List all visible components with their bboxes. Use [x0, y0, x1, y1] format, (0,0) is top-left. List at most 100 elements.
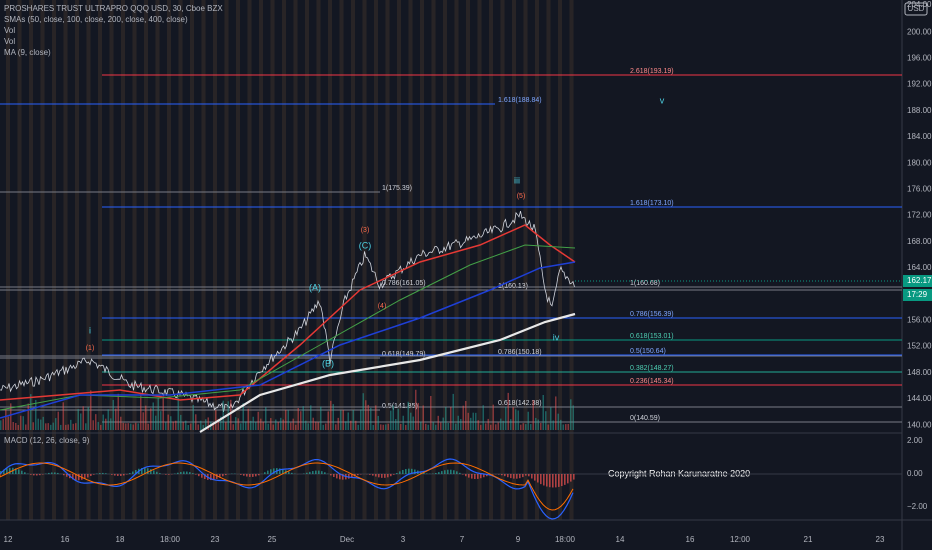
volume-bar: [405, 424, 407, 430]
macd-histogram: [72, 474, 74, 480]
volume-bar: [92, 420, 94, 430]
volume-bar: [235, 417, 237, 430]
volume-bar: [215, 410, 217, 430]
fib-label: 1(175.39): [382, 185, 412, 192]
volume-bar: [545, 411, 547, 430]
macd-histogram: [375, 474, 377, 477]
volume-bar: [85, 423, 87, 430]
volume-bar: [145, 405, 147, 430]
macd-histogram: [189, 472, 191, 474]
session-stripe: [121, 0, 125, 520]
macd-histogram: [540, 474, 542, 485]
volume-bar: [270, 418, 272, 430]
session-stripe: [523, 0, 528, 520]
session-stripe: [132, 0, 137, 520]
volume-bar: [45, 423, 47, 430]
volume-bar: [65, 424, 67, 430]
volume-bar: [512, 407, 514, 430]
volume-bar: [427, 424, 429, 430]
macd-histogram: [552, 474, 554, 488]
time-tick-label: 7: [460, 535, 465, 544]
volume-bar: [540, 422, 542, 430]
volume-bar: [257, 411, 259, 430]
macd-histogram: [456, 471, 458, 474]
session-stripe: [144, 0, 148, 520]
volume-bar: [35, 399, 37, 430]
macd-histogram: [381, 474, 383, 478]
currency: USD: [908, 4, 925, 13]
volume-bar: [430, 395, 432, 430]
macd-histogram: [486, 474, 488, 477]
volume-bar: [5, 409, 7, 430]
fib-label: 1(160.68): [630, 280, 660, 287]
wave-label: (B): [322, 358, 334, 368]
volume-bar: [155, 415, 157, 430]
price-tick-label: 156.00: [907, 316, 932, 325]
macd-tick-label: 2.00: [907, 436, 923, 445]
session-stripe: [477, 0, 482, 520]
volume-bar: [60, 424, 62, 430]
volume-bar: [190, 423, 192, 430]
session-stripe: [305, 0, 309, 520]
macd-histogram: [213, 474, 215, 480]
volume-bar: [280, 417, 282, 430]
time-tick-label: Dec: [340, 535, 354, 544]
volume-bar: [367, 404, 369, 430]
volume-bar: [445, 406, 447, 430]
macd-histogram: [522, 474, 524, 478]
time-tick-label: 18:00: [555, 535, 576, 544]
macd-histogram: [75, 474, 77, 481]
macd-histogram: [192, 473, 194, 474]
volume-bar: [27, 403, 29, 430]
fib-label: 1.618(188.84): [498, 97, 542, 104]
volume-bar: [250, 420, 252, 430]
volume-bar: [300, 411, 302, 430]
macd-histogram: [444, 470, 446, 474]
time-tick-label: 3: [401, 535, 406, 544]
macd-histogram: [324, 472, 326, 474]
fib-label: 0.236(145.34): [630, 378, 674, 385]
volume-bar: [127, 423, 129, 430]
macd-histogram: [219, 474, 221, 478]
macd-histogram: [393, 474, 395, 475]
wave-label: v: [660, 95, 665, 105]
moving-average: [199, 312, 576, 433]
session-stripe: [500, 0, 505, 520]
volume-bar: [407, 401, 409, 430]
volume-bar: [520, 424, 522, 430]
macd-histogram: [306, 472, 308, 474]
macd-histogram: [153, 470, 155, 474]
volume-bar: [105, 418, 107, 430]
session-stripe: [52, 0, 56, 520]
macd-tick-label: −2.00: [907, 502, 928, 511]
volume-bar: [207, 417, 209, 430]
macd-histogram: [87, 474, 89, 478]
volume-bar: [2, 418, 4, 430]
macd-histogram: [531, 474, 533, 479]
macd-histogram: [402, 469, 404, 474]
volume-bar: [307, 423, 309, 430]
volume-bar: [377, 415, 379, 430]
price-badge-text: 17:29: [907, 290, 928, 299]
volume-bar: [510, 419, 512, 430]
macd-histogram: [546, 474, 548, 487]
macd-histogram: [564, 474, 566, 485]
volume-bar: [187, 424, 189, 430]
macd-histogram: [123, 474, 125, 476]
volume-bar: [62, 402, 64, 430]
macd-histogram: [105, 473, 107, 474]
volume-bar: [492, 404, 494, 430]
macd-histogram: [471, 474, 473, 479]
volume-bar: [402, 415, 404, 430]
volume-bar: [22, 416, 24, 430]
volume-bar: [342, 409, 344, 430]
volume-bar: [142, 412, 144, 430]
volume-bar: [535, 417, 537, 430]
macd-histogram: [315, 470, 317, 474]
volume-bar: [397, 408, 399, 430]
wave-label: i: [89, 325, 91, 335]
volume-bar: [332, 404, 334, 430]
volume-bar: [310, 405, 312, 430]
study: SMAs (50, close, 100, close, 200, close,…: [4, 15, 188, 24]
